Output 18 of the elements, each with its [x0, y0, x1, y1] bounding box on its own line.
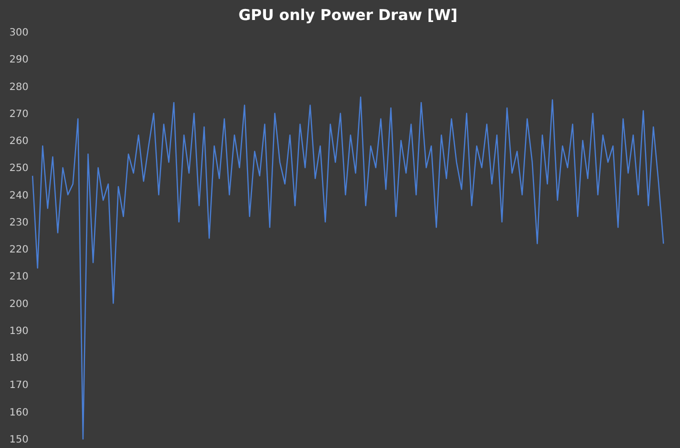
chart-title: GPU only Power Draw [W]: [238, 6, 458, 24]
y-tick-label: 220: [9, 244, 28, 256]
y-tick-label: 210: [9, 272, 28, 283]
y-tick-label: 200: [9, 298, 28, 310]
line-series: [32, 96, 664, 440]
y-tick-label: 280: [9, 82, 28, 93]
y-tick-label: 240: [9, 190, 28, 202]
y-tick-label: 170: [9, 380, 28, 392]
y-tick-label: 270: [9, 108, 28, 120]
y-tick-label: 190: [9, 326, 28, 337]
y-tick-label: 150: [9, 434, 28, 446]
y-tick-label: 230: [9, 217, 28, 228]
y-tick-label: 160: [9, 407, 28, 418]
y-tick-label: 290: [9, 54, 28, 66]
y-tick-label: 300: [9, 28, 28, 38]
y-tick-label: 250: [9, 163, 28, 174]
y-tick-label: 260: [9, 136, 28, 148]
y-tick-label: 180: [9, 353, 28, 364]
